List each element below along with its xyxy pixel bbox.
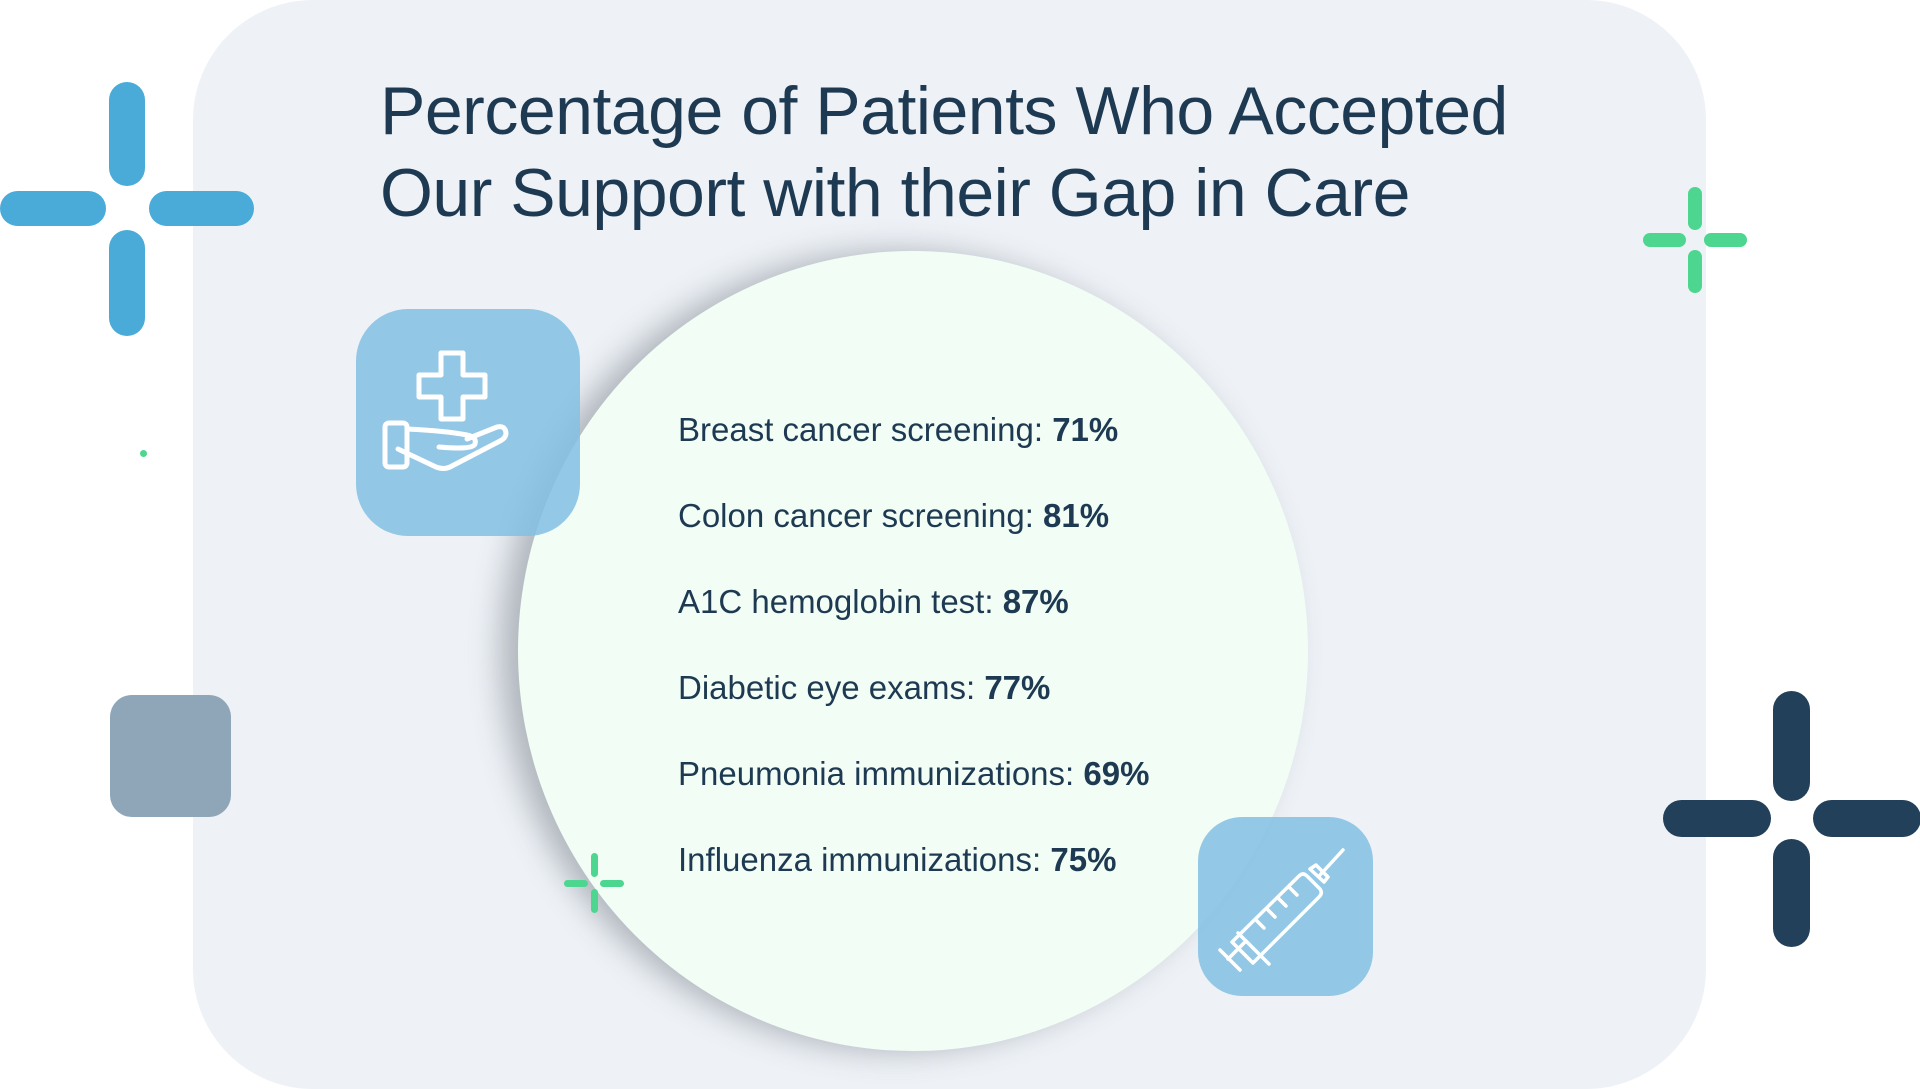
hand-icon-box [356, 309, 580, 536]
stats-circle [518, 251, 1308, 1051]
stat-value: 71% [1052, 411, 1119, 448]
stat-label: Colon cancer screening: [678, 497, 1044, 534]
stat-label: Pneumonia immunizations: [678, 755, 1084, 792]
stat-value: 75% [1050, 841, 1117, 878]
stat-value: 77% [984, 669, 1051, 706]
stat-item: Pneumonia immunizations: 69% [678, 749, 1149, 835]
stat-item: A1C hemoglobin test: 87% [678, 577, 1149, 663]
stat-item: Influenza immunizations: 75% [678, 835, 1149, 921]
stat-item: Breast cancer screening: 71% [678, 405, 1149, 491]
stat-item: Diabetic eye exams: 77% [678, 663, 1149, 749]
stat-value: 69% [1083, 755, 1150, 792]
gray-square-decoration [110, 695, 231, 817]
syringe-icon [1218, 848, 1345, 972]
green-dot-decoration [140, 450, 147, 457]
stat-label: Influenza immunizations: [678, 841, 1051, 878]
hand-with-medical-cross-icon [382, 350, 509, 471]
stat-value: 81% [1043, 497, 1110, 534]
stat-label: Breast cancer screening: [678, 411, 1053, 448]
stats-list: Breast cancer screening: 71% Colon cance… [678, 405, 1149, 921]
syringe-icon-box [1198, 817, 1373, 996]
stat-label: A1C hemoglobin test: [678, 583, 1003, 620]
stat-item: Colon cancer screening: 81% [678, 491, 1149, 577]
page-title: Percentage of Patients Who Accepted Our … [380, 70, 1508, 234]
stat-value: 87% [1002, 583, 1069, 620]
title-line-1: Percentage of Patients Who Accepted [380, 73, 1508, 149]
title-line-2: Our Support with their Gap in Care [380, 155, 1410, 231]
stat-label: Diabetic eye exams: [678, 669, 985, 706]
